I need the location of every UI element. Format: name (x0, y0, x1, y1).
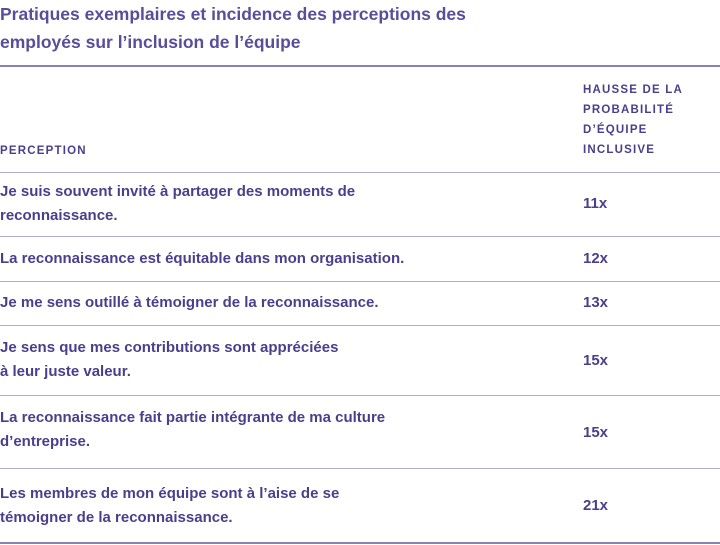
value-cell: 13x (583, 294, 609, 311)
value-cell: 15x (583, 424, 609, 441)
perception-cell: La reconnaissance fait partie intégrante… (0, 409, 386, 450)
table-row: Je suis souvent invité à partager des mo… (0, 172, 720, 236)
page-title: Pratiques exemplaires et incidence des p… (0, 0, 600, 56)
table-bottom-rule (0, 542, 720, 544)
perception-cell: Les membres de mon équipe sont à l’aise … (0, 485, 340, 526)
table-row: Les membres de mon équipe sont à l’aise … (0, 468, 720, 542)
row-divider (0, 468, 720, 469)
table-top-rule (0, 65, 720, 67)
row-divider (0, 236, 720, 237)
row-divider (0, 281, 720, 282)
row-divider (0, 395, 720, 396)
perception-cell: Je suis souvent invité à partager des mo… (0, 183, 356, 224)
column-header-hausse-line-1: HAUSSE DE LA (583, 84, 684, 96)
column-header-hausse: HAUSSE DE LA PROBABILITÉ D’ÉQUIPE INCLUS… (583, 80, 683, 160)
perception-cell: Je sens que mes contributions sont appré… (0, 339, 339, 380)
perception-cell: La reconnaissance est équitable dans mon… (0, 250, 405, 267)
title-line-1: Pratiques exemplaires et incidence des p… (0, 4, 466, 24)
value-cell: 12x (583, 250, 609, 267)
table-row: La reconnaissance est équitable dans mon… (0, 236, 720, 281)
value-cell: 15x (583, 352, 609, 369)
column-header-hausse-line-4: INCLUSIVE (583, 144, 656, 156)
column-header-hausse-line-2: PROBABILITÉ (583, 104, 675, 116)
header-divider (0, 172, 720, 173)
table-row: Je me sens outillé à témoigner de la rec… (0, 281, 720, 325)
value-cell: 21x (583, 497, 609, 514)
row-divider (0, 325, 720, 326)
table-row: Je sens que mes contributions sont appré… (0, 325, 720, 395)
column-header-hausse-line-3: D’ÉQUIPE (583, 124, 648, 136)
title-line-2: employés sur l’inclusion de l’équipe (0, 32, 301, 52)
perception-cell: Je me sens outillé à témoigner de la rec… (0, 294, 379, 311)
column-header-perception: PERCEPTION (0, 145, 87, 157)
value-cell: 11x (583, 195, 608, 212)
table-row: La reconnaissance fait partie intégrante… (0, 395, 720, 468)
